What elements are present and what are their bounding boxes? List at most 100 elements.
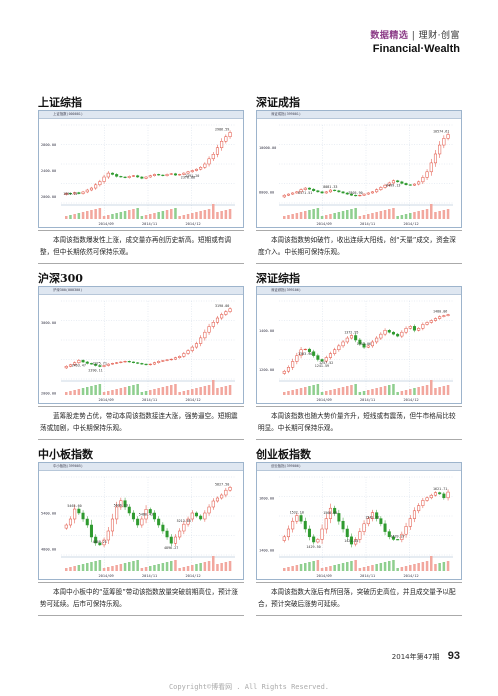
candle-body	[299, 189, 303, 193]
volume-bar	[333, 389, 336, 395]
candle-body	[211, 154, 215, 160]
x-tick-label: 2014/09	[317, 222, 332, 226]
candle-body	[387, 182, 391, 186]
candle-body	[429, 320, 433, 323]
candle-body	[178, 174, 182, 176]
price-annotation: 8499.13	[386, 184, 400, 188]
volume-bar	[438, 563, 441, 571]
candle-body	[199, 515, 203, 520]
panel-sme-board: 中小板指数 中小板指(399005) 5400.00 4800.00 2014/09…	[38, 448, 244, 616]
candle-body	[299, 349, 303, 356]
volume-bar	[132, 561, 135, 571]
panel-title: 创业板指数	[256, 448, 311, 461]
volume-bar	[216, 564, 219, 571]
volume-bar	[291, 566, 294, 571]
volume-bar	[77, 565, 81, 571]
volume-bar	[186, 390, 190, 395]
price-annotation: 10574.61	[433, 129, 449, 133]
volume-bar	[362, 567, 366, 571]
candle-body	[303, 520, 307, 530]
volume-bar	[430, 204, 433, 219]
volume-bar	[182, 567, 186, 571]
candle-body	[282, 194, 286, 198]
volume-bar	[446, 209, 450, 219]
y-tick-label: 10000.00	[259, 146, 276, 150]
candle-body	[366, 345, 370, 348]
volume-bar	[111, 390, 114, 395]
panel-commentary: 本周该指数势如破竹，收出连续大阳线，创“天量”成交，资金深度介入。中长期可保持乐…	[256, 230, 462, 264]
volume-bar	[94, 385, 97, 395]
volume-bar	[107, 567, 110, 571]
volume-bar	[153, 213, 156, 219]
volume-bar	[203, 386, 207, 395]
volume-bar	[191, 389, 194, 395]
volume-bar	[325, 567, 328, 571]
candle-body	[345, 337, 349, 343]
candle-body	[85, 189, 89, 193]
candle-body	[303, 348, 307, 351]
candle-body	[186, 350, 190, 354]
price-annotation: 1241.59	[315, 364, 329, 368]
candle-body	[161, 360, 165, 362]
candle-body	[211, 322, 215, 327]
volume-bar	[329, 214, 332, 219]
volume-bar	[165, 386, 169, 395]
volume-bar	[404, 390, 408, 395]
y-tick-label: 1200.00	[259, 368, 274, 372]
copyright-watermark: Copyright©博看网 . All Rights Reserved.	[168, 683, 330, 691]
candlestick-chart: 3000.00 2000.00 2014/09 2014/11 2014/12 3190.…	[41, 300, 235, 402]
volume-bar	[220, 211, 223, 219]
volume-bar	[102, 216, 106, 219]
candlestick-chart: 5400.00 4800.00 2014/09 2014/11 2014/12 5827.…	[41, 476, 235, 578]
candle-body	[136, 362, 140, 364]
volume-bar	[140, 392, 144, 395]
volume-bar	[128, 562, 131, 571]
x-tick-label: 2014/09	[99, 574, 114, 578]
candle-body	[307, 528, 311, 538]
candle-body	[89, 363, 93, 365]
candle-body	[303, 187, 307, 190]
volume-bar	[140, 568, 144, 571]
candle-body	[425, 497, 429, 501]
volume-bar	[392, 384, 395, 395]
candle-body	[341, 520, 345, 530]
volume-bar	[170, 209, 173, 219]
candle-body	[207, 506, 211, 514]
candle-body	[396, 539, 400, 541]
volume-bar	[354, 560, 357, 571]
price-annotation: 8081.33	[323, 185, 337, 189]
candle-body	[333, 189, 337, 191]
volume-bar	[90, 562, 93, 571]
candle-body	[291, 192, 295, 195]
volume-bar	[350, 385, 353, 395]
candle-body	[433, 492, 437, 496]
candle-body	[379, 187, 383, 190]
candle-body	[312, 536, 316, 543]
candlestick-chart: 2800.00 2400.00 2000.00 2014/09 2014/11 2014/…	[41, 124, 235, 226]
volume-bar	[320, 568, 324, 571]
candle-body	[89, 524, 93, 538]
candle-body	[85, 518, 89, 526]
candle-body	[282, 536, 286, 541]
volume-bar	[421, 386, 425, 395]
volume-bar	[379, 211, 383, 219]
candlestick-chart: 10000.00 8000.00 2014/09 2014/11 2014/12 1057…	[259, 124, 453, 226]
volume-bar	[442, 210, 446, 219]
brand-name: Financial·Wealth	[372, 43, 460, 55]
candle-body	[81, 191, 85, 194]
candle-body	[123, 361, 127, 363]
volume-bar	[111, 214, 114, 219]
candle-body	[433, 318, 437, 321]
volume-bar	[425, 561, 429, 571]
candle-body	[400, 331, 404, 337]
volume-bar	[346, 386, 349, 395]
candle-body	[211, 500, 215, 508]
volume-bar	[283, 216, 286, 219]
candle-body	[220, 494, 224, 499]
candle-body	[391, 331, 395, 335]
volume-bar	[69, 215, 72, 219]
volume-bar	[446, 561, 450, 571]
price-annotation: 1421.45	[344, 539, 358, 543]
volume-bar	[299, 564, 303, 571]
volume-bar	[207, 209, 211, 219]
